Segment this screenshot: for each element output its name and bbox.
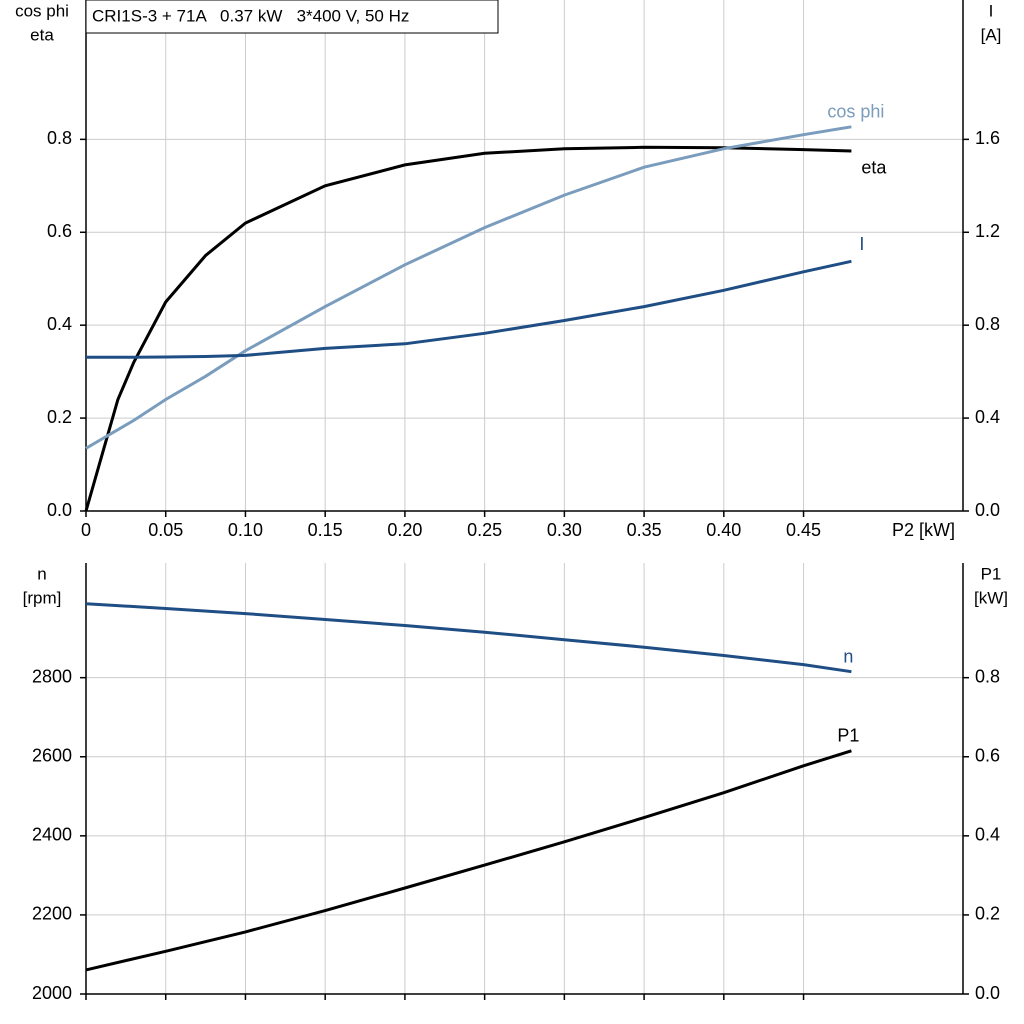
y2-tick-label: 0.4 [975, 407, 1000, 427]
x-tick-label: 0.35 [627, 520, 662, 540]
series-label: I [859, 234, 864, 254]
series-line [85, 125, 852, 450]
x-axis-title: P2 [kW] [892, 520, 955, 540]
series-label: eta [861, 158, 887, 178]
series-label: cos phi [827, 102, 884, 122]
y-axis-title: [rpm] [23, 588, 62, 607]
y-tick-label: 0.4 [47, 314, 72, 334]
x-tick-label: 0.15 [308, 520, 343, 540]
y-tick-label: 0.2 [47, 407, 72, 427]
y2-tick-label: 0.4 [975, 825, 1000, 845]
y-tick-label: 2600 [32, 746, 72, 766]
series-line [85, 749, 852, 972]
y2-axis-title: P1 [981, 564, 1002, 583]
y-tick-label: 0.6 [47, 221, 72, 241]
y-tick-label: 2800 [32, 666, 72, 686]
chart-title: CRI1S-3 + 71A 0.37 kW 3*400 V, 50 Hz [92, 6, 409, 25]
x-tick-label: 0.10 [228, 520, 263, 540]
title-box [85, 0, 499, 34]
series-label: n [843, 646, 853, 666]
y-tick-label: 0.8 [47, 128, 72, 148]
y-tick-label: 2400 [32, 825, 72, 845]
y-axis-title: n [37, 564, 46, 583]
y2-tick-label: 0.6 [975, 746, 1000, 766]
x-tick-label: 0.45 [786, 520, 821, 540]
x-tick-label: 0.20 [387, 520, 422, 540]
y2-tick-label: 0.8 [975, 314, 1000, 334]
y-tick-label: 2000 [32, 983, 72, 1003]
x-tick-label: 0.25 [467, 520, 502, 540]
y2-axis-title: I [989, 1, 994, 20]
series-line [86, 259, 852, 359]
y2-tick-label: 0.0 [975, 500, 1000, 520]
y2-axis-title: [kW] [974, 588, 1008, 607]
x-tick-label: 0.40 [706, 520, 741, 540]
series-line [84, 145, 852, 512]
x-tick-label: 0.05 [148, 520, 183, 540]
y-axis-title: eta [30, 25, 54, 44]
y2-axis-title: [A] [981, 25, 1002, 44]
x-tick-label: 0.30 [547, 520, 582, 540]
series-line [85, 602, 852, 674]
x-tick-label: 0 [81, 520, 91, 540]
y2-tick-label: 1.6 [975, 128, 1000, 148]
y-tick-label: 0.0 [47, 500, 72, 520]
y2-tick-label: 0.8 [975, 666, 1000, 686]
y-axis-title: cos phi [15, 1, 69, 20]
y-tick-label: 2200 [32, 904, 72, 924]
y2-tick-label: 0.0 [975, 983, 1000, 1003]
series-label: P1 [837, 726, 859, 746]
y2-tick-label: 0.2 [975, 904, 1000, 924]
y2-tick-label: 1.2 [975, 221, 1000, 241]
